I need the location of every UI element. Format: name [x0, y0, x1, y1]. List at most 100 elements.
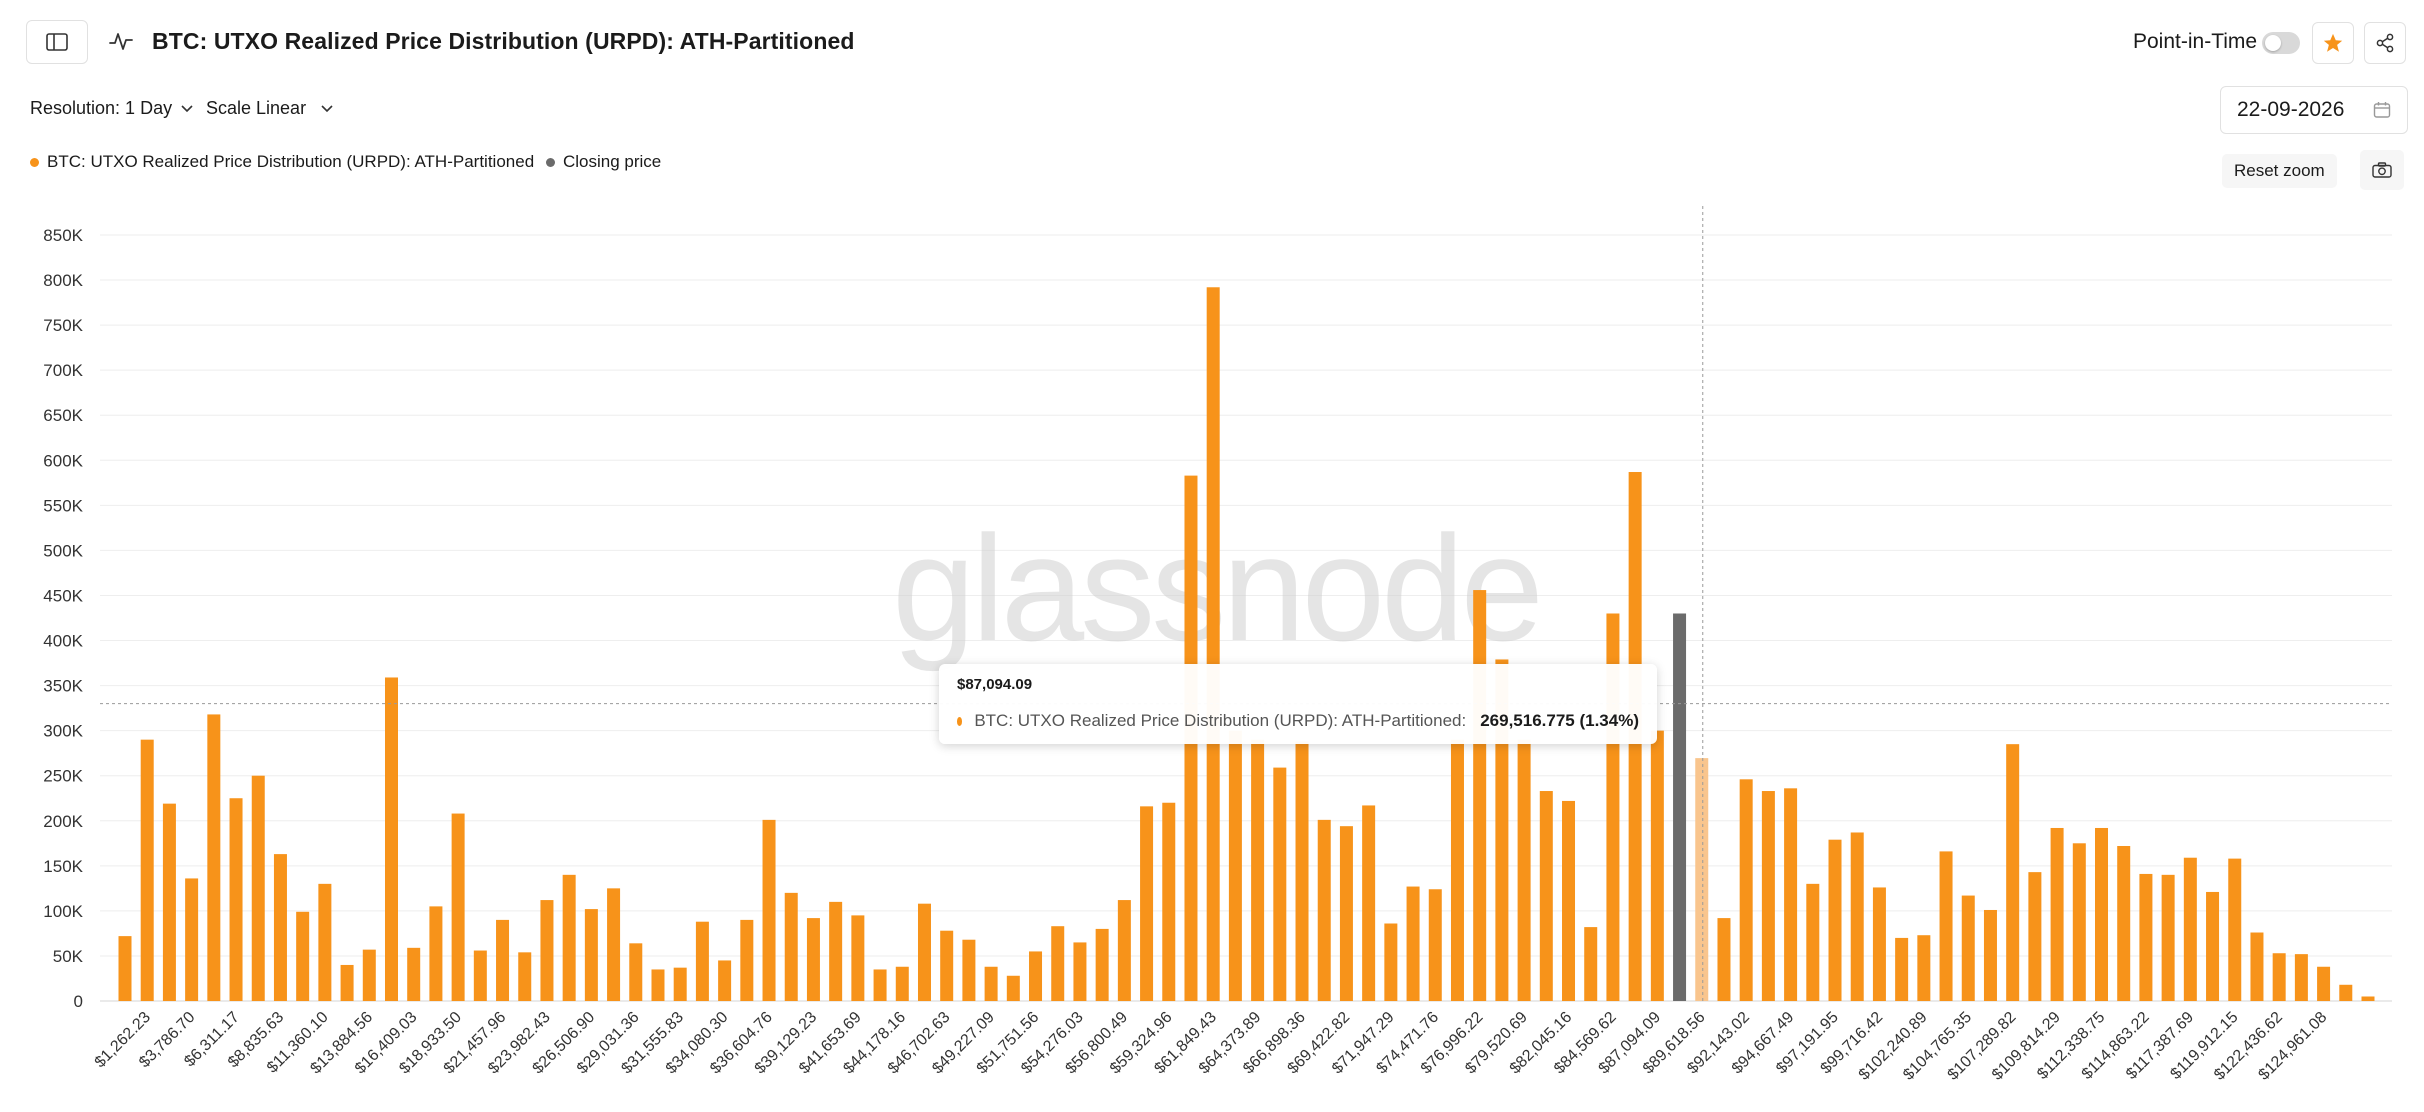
bar[interactable] — [1406, 886, 1420, 1001]
bar[interactable] — [162, 803, 176, 1001]
bar[interactable] — [895, 966, 909, 1001]
bar[interactable] — [362, 949, 376, 1001]
bar[interactable] — [273, 854, 287, 1001]
bar[interactable] — [2228, 858, 2242, 1001]
bar[interactable] — [851, 915, 865, 1001]
bar[interactable] — [1695, 758, 1709, 1001]
bar[interactable] — [1317, 819, 1331, 1001]
bar[interactable] — [695, 921, 709, 1001]
share-button[interactable] — [2364, 22, 2406, 64]
bar[interactable] — [1095, 928, 1109, 1001]
bar[interactable] — [1117, 900, 1131, 1001]
legend-item-closing-price[interactable]: Closing price — [546, 152, 661, 172]
bar[interactable] — [2206, 891, 2220, 1001]
bar[interactable] — [718, 960, 732, 1001]
bar[interactable] — [407, 947, 421, 1001]
bar[interactable] — [1450, 739, 1464, 1001]
bar[interactable] — [496, 919, 510, 1001]
bar[interactable] — [873, 969, 887, 1001]
bar[interactable] — [1384, 923, 1398, 1001]
bar[interactable] — [2339, 984, 2353, 1001]
bar[interactable] — [673, 967, 687, 1001]
bar[interactable] — [784, 892, 798, 1001]
bar[interactable] — [1495, 659, 1509, 1001]
bar[interactable] — [2317, 966, 2331, 1001]
bar[interactable] — [451, 813, 465, 1001]
bar[interactable] — [562, 874, 576, 1001]
bar[interactable] — [140, 739, 154, 1001]
bar[interactable] — [2050, 827, 2064, 1001]
bar[interactable] — [251, 775, 265, 1001]
bar[interactable] — [651, 969, 665, 1001]
bar[interactable] — [1806, 883, 1820, 1001]
bar[interactable] — [1828, 839, 1842, 1001]
bar[interactable] — [1295, 741, 1309, 1001]
bar[interactable] — [806, 918, 820, 1001]
bar[interactable] — [1517, 739, 1531, 1001]
bar[interactable] — [229, 798, 243, 1001]
bar[interactable] — [1362, 805, 1376, 1001]
bar[interactable] — [962, 939, 976, 1001]
bar[interactable] — [2250, 932, 2264, 1001]
bar[interactable] — [1273, 767, 1287, 1001]
bar[interactable] — [1140, 806, 1154, 1001]
bar[interactable] — [940, 930, 954, 1001]
bar[interactable] — [1228, 730, 1242, 1001]
screenshot-button[interactable] — [2360, 150, 2404, 190]
scale-dropdown[interactable]: Scale Linear — [206, 98, 334, 119]
bar[interactable] — [1339, 826, 1353, 1001]
bar[interactable] — [1206, 287, 1220, 1001]
bar[interactable] — [340, 964, 354, 1001]
bar[interactable] — [2117, 845, 2131, 1001]
bar[interactable] — [1872, 887, 1886, 1001]
bar[interactable] — [1983, 909, 1997, 1001]
sidebar-toggle-button[interactable] — [26, 20, 88, 64]
bar[interactable] — [2361, 996, 2375, 1001]
bar[interactable] — [629, 943, 643, 1001]
bar[interactable] — [584, 909, 598, 1001]
bar[interactable] — [118, 936, 132, 1001]
bar[interactable] — [1162, 802, 1176, 1001]
bar[interactable] — [1917, 935, 1931, 1001]
bar[interactable] — [2095, 827, 2109, 1001]
bar[interactable] — [2139, 873, 2153, 1001]
bar[interactable] — [1717, 918, 1731, 1001]
bar[interactable] — [1673, 613, 1687, 1001]
bar[interactable] — [1739, 779, 1753, 1001]
bar[interactable] — [1761, 791, 1775, 1001]
bar[interactable] — [984, 966, 998, 1001]
bar[interactable] — [2272, 953, 2286, 1001]
bar[interactable] — [540, 900, 554, 1001]
bar[interactable] — [1784, 788, 1798, 1001]
bar[interactable] — [2183, 857, 2197, 1001]
bar[interactable] — [207, 714, 221, 1001]
bar[interactable] — [2294, 954, 2308, 1001]
bar[interactable] — [384, 677, 398, 1001]
bar[interactable] — [1562, 800, 1576, 1001]
bar[interactable] — [1473, 590, 1487, 1001]
bar[interactable] — [1428, 889, 1442, 1001]
bar[interactable] — [1850, 832, 1864, 1001]
bar[interactable] — [1961, 895, 1975, 1001]
bar[interactable] — [185, 878, 199, 1001]
legend-item-urpd[interactable]: BTC: UTXO Realized Price Distribution (U… — [30, 152, 534, 172]
bar[interactable] — [1051, 926, 1065, 1001]
bar[interactable] — [1029, 951, 1043, 1001]
bar[interactable] — [2072, 843, 2086, 1001]
bar[interactable] — [1584, 927, 1598, 1001]
bar[interactable] — [607, 888, 621, 1001]
bar[interactable] — [296, 911, 310, 1001]
bar[interactable] — [1650, 730, 1664, 1001]
reset-zoom-button[interactable]: Reset zoom — [2222, 154, 2337, 188]
bar[interactable] — [1073, 942, 1087, 1001]
bar[interactable] — [917, 903, 931, 1001]
favorite-button[interactable] — [2312, 22, 2354, 64]
bar[interactable] — [518, 952, 532, 1001]
bar[interactable] — [1895, 937, 1909, 1001]
bar[interactable] — [318, 883, 332, 1001]
bar[interactable] — [2161, 874, 2175, 1001]
bar[interactable] — [829, 901, 843, 1001]
point-in-time-toggle[interactable] — [2262, 32, 2300, 54]
resolution-dropdown[interactable]: Resolution: 1 Day — [30, 98, 194, 119]
bar[interactable] — [429, 906, 443, 1001]
